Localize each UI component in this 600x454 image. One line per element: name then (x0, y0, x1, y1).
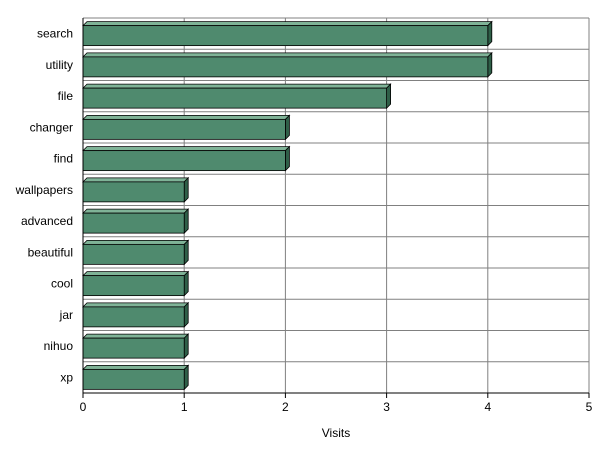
bar-top-face (82, 302, 190, 308)
bar-top-face (82, 271, 190, 277)
bar-side-face (183, 301, 189, 328)
bar-front-face (82, 368, 185, 390)
bar-side-face (284, 145, 290, 172)
x-tick-label-0: 0 (80, 400, 87, 414)
bar-top-face (82, 114, 291, 120)
bar-side-face (487, 51, 493, 78)
bar-xp (82, 364, 190, 391)
bar-file (82, 83, 392, 110)
bar-side-face (284, 114, 290, 141)
x-tick-label-1: 1 (181, 400, 188, 414)
category-label-changer: changer (30, 120, 73, 134)
bar-search (82, 20, 493, 47)
bar-side-face (183, 364, 189, 391)
bar-beautiful (82, 239, 190, 266)
bar-side-face (183, 239, 189, 266)
bar-front-face (82, 56, 489, 78)
x-axis-title: Visits (322, 426, 350, 440)
category-label-nihuo: nihuo (44, 339, 74, 353)
bar-utility (82, 51, 493, 78)
category-label-jar: jar (59, 308, 73, 322)
bar-find (82, 145, 291, 172)
bar-top-face (82, 146, 291, 152)
bar-front-face (82, 25, 489, 47)
bar-front-face (82, 243, 185, 265)
bar-side-face (183, 176, 189, 203)
x-tick-label-5: 5 (586, 400, 593, 414)
bar-front-face (82, 181, 185, 203)
bar-top-face (82, 177, 190, 183)
bar-top-face (82, 333, 190, 339)
bar-top-face (82, 208, 190, 214)
bar-front-face (82, 212, 185, 234)
category-label-cool: cool (51, 277, 73, 291)
bar-side-face (487, 20, 493, 47)
bar-side-face (183, 270, 189, 297)
bar-changer (82, 114, 291, 141)
bar-front-face (82, 306, 185, 328)
bar-top-face (82, 364, 190, 370)
chart-bars (82, 20, 493, 391)
bar-top-face (82, 83, 392, 89)
category-label-wallpapers: wallpapers (15, 183, 73, 197)
category-label-search: search (37, 27, 73, 41)
bar-side-face (386, 83, 392, 110)
bar-side-face (183, 333, 189, 360)
bar-front-face (82, 337, 185, 359)
category-label-utility: utility (46, 58, 73, 72)
category-labels: search utility file changer find wallpapers ad… (15, 27, 74, 385)
bar-side-face (183, 208, 189, 235)
bar-front-face (82, 87, 388, 109)
category-label-xp: xp (60, 370, 73, 384)
category-label-file: file (58, 89, 74, 103)
bar-top-face (82, 52, 493, 58)
category-label-advanced: advanced (21, 214, 73, 228)
bar-advanced (82, 208, 190, 235)
bar-jar (82, 301, 190, 328)
bar-front-face (82, 275, 185, 297)
bar-front-face (82, 118, 286, 140)
bar-nihuo (82, 333, 190, 360)
category-label-find: find (54, 152, 73, 166)
bar-wallpapers (82, 176, 190, 203)
bar-top-face (82, 21, 493, 27)
x-tick-label-2: 2 (282, 400, 289, 414)
bar-top-face (82, 239, 190, 245)
x-tick-label-3: 3 (383, 400, 390, 414)
category-label-beautiful: beautiful (28, 245, 73, 259)
chart-axes (82, 18, 590, 398)
bar-cool (82, 270, 190, 297)
x-tick-labels: 0 1 2 3 4 5 (80, 400, 593, 414)
bar-front-face (82, 150, 286, 172)
x-tick-label-4: 4 (484, 400, 491, 414)
